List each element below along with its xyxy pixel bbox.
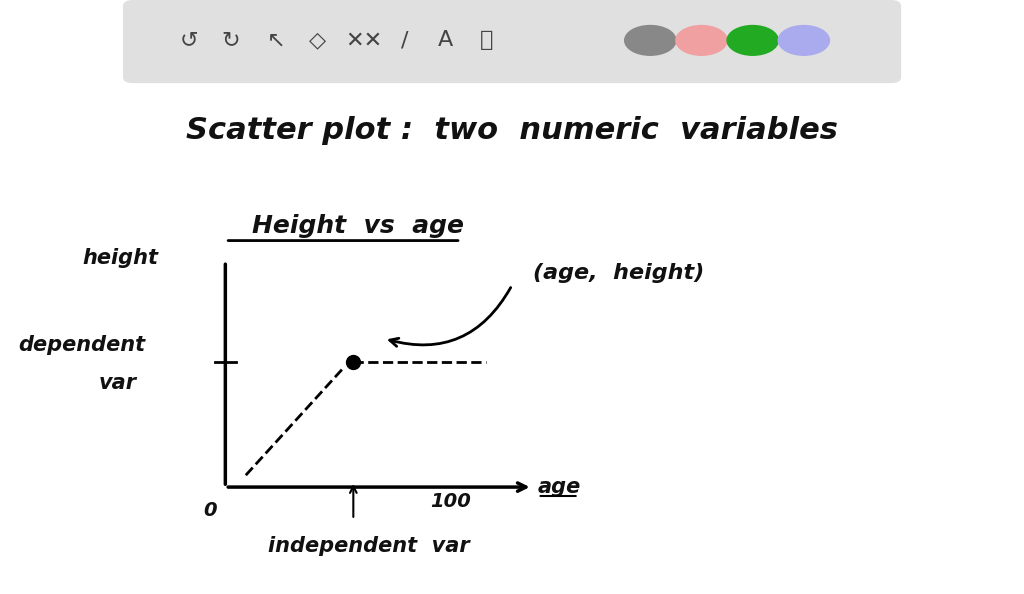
Text: Scatter plot :  two  numeric  variables: Scatter plot : two numeric variables [186,116,838,145]
Text: dependent: dependent [18,334,145,355]
Text: ✕✕: ✕✕ [345,30,382,50]
Text: age: age [538,477,581,497]
Text: 100: 100 [430,492,471,511]
Text: (age,  height): (age, height) [532,263,703,283]
Circle shape [676,26,727,55]
Text: A: A [438,30,453,50]
Circle shape [778,26,829,55]
Text: ↻: ↻ [221,30,240,50]
Text: var: var [99,373,137,393]
Text: Height  vs  age: Height vs age [253,214,465,238]
FancyBboxPatch shape [123,0,901,83]
Circle shape [625,26,676,55]
Text: 0: 0 [203,501,217,520]
Text: ⬜: ⬜ [480,30,494,50]
Text: independent  var: independent var [268,536,469,557]
Text: height: height [83,248,159,268]
Text: ↖: ↖ [267,30,286,50]
Text: ↺: ↺ [180,30,199,50]
Text: ◇: ◇ [309,30,326,50]
Circle shape [727,26,778,55]
Text: /: / [400,30,409,50]
